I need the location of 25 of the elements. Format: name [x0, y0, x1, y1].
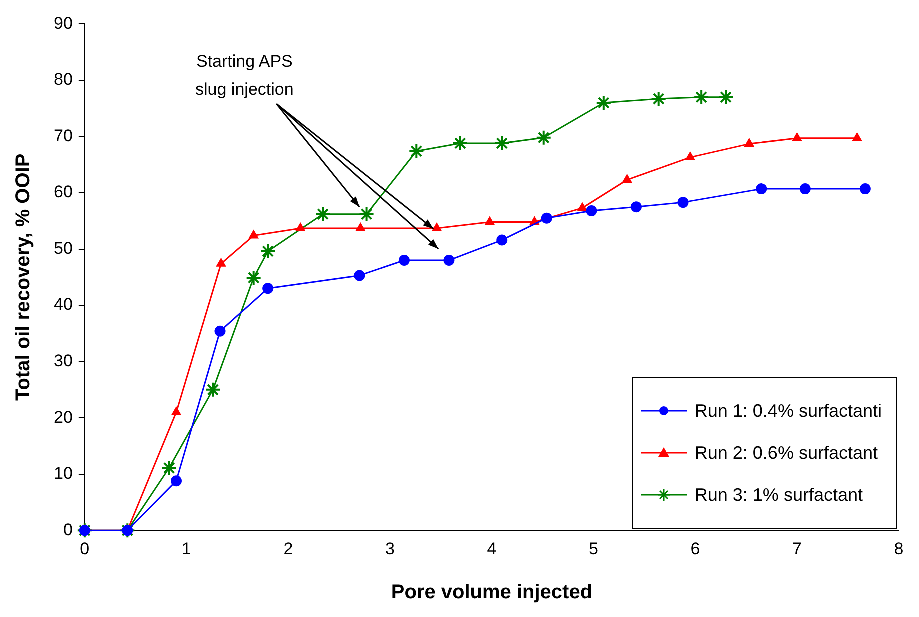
x-axis-title: Pore volume injected [391, 582, 593, 604]
x-tick-label: 1 [182, 539, 192, 558]
y-tick-label: 60 [54, 182, 73, 202]
x-tick-label: 2 [284, 539, 294, 558]
y-tick-label: 50 [54, 238, 73, 258]
y-axis-title: Total oil recovery, % OOIP [12, 154, 35, 401]
y-tick-label: 20 [54, 408, 73, 427]
y-tick-label: 80 [54, 70, 73, 90]
legend-label: Run 2: 0.6% surfactant [694, 442, 878, 464]
x-tick-label: 3 [385, 539, 395, 558]
y-tick-label: 90 [54, 14, 73, 33]
y-tick-label: 30 [54, 351, 73, 370]
x-tick-label: 8 [894, 539, 904, 558]
x-tick-label: 5 [588, 539, 598, 558]
x-tick-label: 4 [487, 539, 497, 558]
y-tick-label: 40 [54, 295, 73, 314]
y-tick-label: 10 [54, 464, 73, 484]
x-tick-label: 0 [80, 539, 90, 558]
y-tick-label: 0 [63, 520, 73, 540]
annotation: Starting APS slug injection [196, 52, 294, 99]
x-tick-label: 6 [690, 539, 700, 558]
x-tick-label: 7 [792, 539, 802, 558]
legend-label: Run 3: 1% surfactant [694, 484, 863, 506]
legend-label: Run 1: 0.4% surfactanti [694, 400, 882, 422]
y-tick-label: 70 [54, 126, 73, 146]
